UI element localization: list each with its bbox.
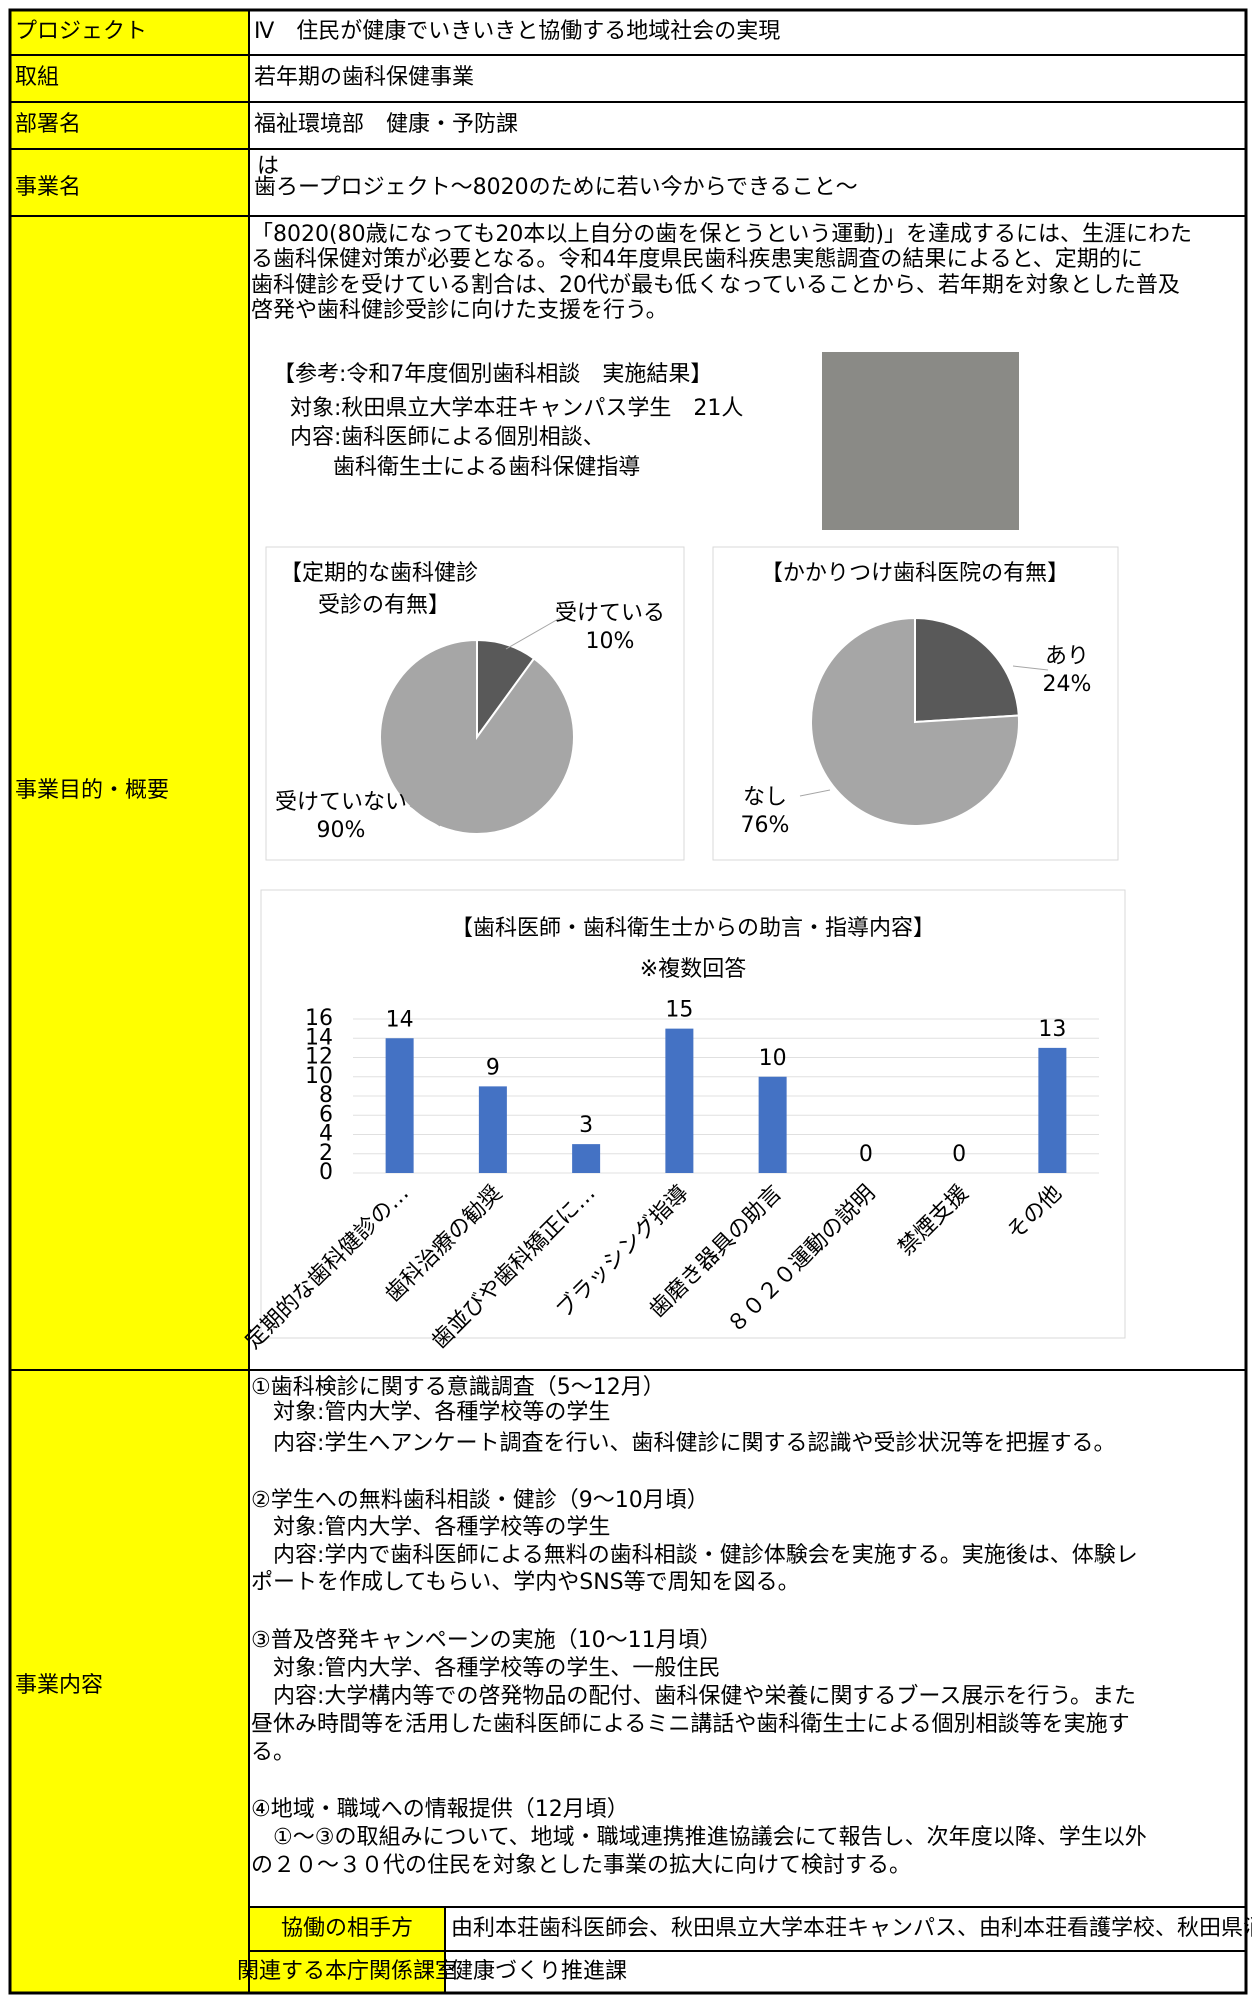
value-label: 9 — [486, 1055, 500, 1080]
y-tick-label: 16 — [305, 1006, 333, 1031]
sub-label: 関連する本庁関係課室 — [237, 1959, 457, 1984]
y-tick-label: 4 — [319, 1122, 333, 1147]
content-line: 対象:管内大学、各種学校等の学生 — [273, 1515, 610, 1540]
pie-value-label: 90% — [317, 818, 366, 843]
table-borders — [8, 8, 1248, 1995]
y-tick-label: 0 — [319, 1160, 333, 1185]
reference-line: 対象:秋田県立大学本荘キャンパス学生 21人 — [290, 396, 743, 421]
pie-value-label: 24% — [1043, 672, 1092, 697]
row-label: 取組 — [15, 65, 59, 90]
content-line: 内容:学内で歯科医師による無料の歯科相談・健診体験会を実施する。実施後は、体験レ — [273, 1543, 1138, 1568]
value-label: 15 — [665, 998, 693, 1023]
paragraph-line: る歯科保健対策が必要となる。令和4年度県民歯科疾患実態調査の結果によると、定期的… — [251, 247, 1143, 272]
chart-title: 【定期的な歯科健診 — [280, 561, 478, 586]
y-tick-label: 6 — [319, 1102, 333, 1127]
value-label: 13 — [1038, 1017, 1066, 1042]
pie-slice — [914, 616, 1020, 724]
label-column — [10, 10, 249, 1993]
pie-label: なし — [743, 785, 787, 810]
content-line: の２０～３０代の住民を対象とした事業の拡大に向けて検討する。 — [251, 1853, 911, 1878]
bar — [1038, 1047, 1067, 1173]
content-line: ②学生への無料歯科相談・健診（9～10月頃） — [251, 1488, 709, 1513]
row-text: 福祉環境部 健康・予防課 — [254, 112, 518, 137]
value-label: 0 — [859, 1142, 873, 1167]
chart-subtitle: ※複数回答 — [640, 957, 746, 982]
sub-text: 由利本荘歯科医師会、秋田県立大学本荘キャンパス、由利本荘看護学校、秋田県消防学校… — [451, 1916, 1252, 1941]
content-line: る。 — [251, 1740, 295, 1765]
bar — [385, 1038, 414, 1173]
content-line: ①～③の取組みについて、地域・職域連携推進協議会にて報告し、次年度以降、学生以外 — [273, 1825, 1147, 1850]
row-text: Ⅳ 住民が健康でいきいきと協働する地域社会の実現 — [254, 19, 780, 44]
leader-line — [409, 805, 441, 827]
content-line: ①歯科検診に関する意識調査（5～12月） — [251, 1375, 665, 1400]
content-line: 内容:学生へアンケート調査を行い、歯科健診に関する認識や受診状況等を把握する。 — [273, 1431, 1116, 1456]
y-tick-label: 12 — [305, 1045, 333, 1070]
row-label: 事業内容 — [15, 1673, 103, 1698]
content-line: ③普及啓発キャンペーンの実施（10～11月頃） — [251, 1628, 722, 1653]
sub-label: 協働の相手方 — [281, 1916, 413, 1941]
pie-value-label: 10% — [586, 629, 635, 654]
row-label: プロジェクト — [15, 19, 147, 44]
paragraph-line: 「8020(80歳になっても20本以上自分の歯を保とうという運動)」を達成するに… — [251, 222, 1192, 247]
photo — [822, 352, 1019, 530]
pie-label: 受けていない — [275, 790, 407, 815]
chart-title: 【かかりつけ歯科医院の有無】 — [761, 561, 1069, 586]
content-line: 対象:管内大学、各種学校等の学生 — [273, 1400, 610, 1425]
leader-line — [505, 617, 561, 650]
value-label: 3 — [579, 1113, 593, 1138]
row-label: 部署名 — [15, 112, 81, 137]
leader-line — [799, 789, 831, 797]
content-line: ポートを作成してもらい、学内やSNS等で周知を図る。 — [251, 1570, 800, 1595]
pie-label: あり — [1045, 644, 1089, 669]
value-label: 0 — [952, 1142, 966, 1167]
reference-line: 歯科衛生士による歯科保健指導 — [333, 455, 640, 480]
chart-title: 受診の有無】 — [318, 593, 450, 618]
content-line: 内容:大学構内等での啓発物品の配付、歯科保健や栄養に関するブース展示を行う。また — [273, 1684, 1136, 1709]
paragraph-line: 歯科健診を受けている割合は、20代が最も低くなっていることから、若年期を対象とし… — [251, 273, 1180, 298]
row-label: 事業目的・概要 — [15, 778, 169, 803]
reference-title: 【参考:令和7年度個別歯科相談 実施結果】 — [273, 362, 712, 387]
bar — [478, 1086, 507, 1173]
ruby: は — [257, 154, 279, 179]
leader-line — [1012, 665, 1049, 671]
value-label: 14 — [386, 1007, 414, 1032]
paragraph-line: 啓発や歯科健診受診に向けた支援を行う。 — [251, 298, 668, 323]
bar — [665, 1028, 694, 1173]
table-frame — [8, 8, 1248, 1995]
pie-slice — [810, 616, 1020, 827]
y-tick-label: 2 — [319, 1141, 333, 1166]
row-label: 事業名 — [15, 175, 81, 200]
pie-label: 受けている — [555, 601, 665, 626]
chart-title: 【歯科医師・歯科衛生士からの助言・指導内容】 — [451, 916, 935, 941]
content-line: ④地域・職域への情報提供（12月頃） — [251, 1797, 629, 1822]
row-text: 歯ろープロジェクト～8020のために若い今からできること～ — [254, 175, 858, 200]
sub-text: 健康づくり推進課 — [451, 1959, 627, 1984]
reference-line: 内容:歯科医師による個別相談、 — [290, 425, 605, 450]
row-text: 若年期の歯科保健事業 — [254, 65, 474, 90]
pie-value-label: 76% — [741, 813, 790, 838]
value-label: 10 — [759, 1046, 787, 1071]
y-tick-label: 8 — [319, 1083, 333, 1108]
y-tick-label: 10 — [305, 1064, 333, 1089]
pie-slice — [379, 638, 575, 835]
content-line: 対象:管内大学、各種学校等の学生、一般住民 — [273, 1656, 720, 1681]
content-line: 昼休み時間等を活用した歯科医師によるミニ講話や歯科衛生士による個別相談等を実施す — [251, 1712, 1130, 1737]
y-tick-label: 14 — [305, 1025, 333, 1050]
bar — [572, 1144, 601, 1173]
bar — [758, 1076, 787, 1173]
